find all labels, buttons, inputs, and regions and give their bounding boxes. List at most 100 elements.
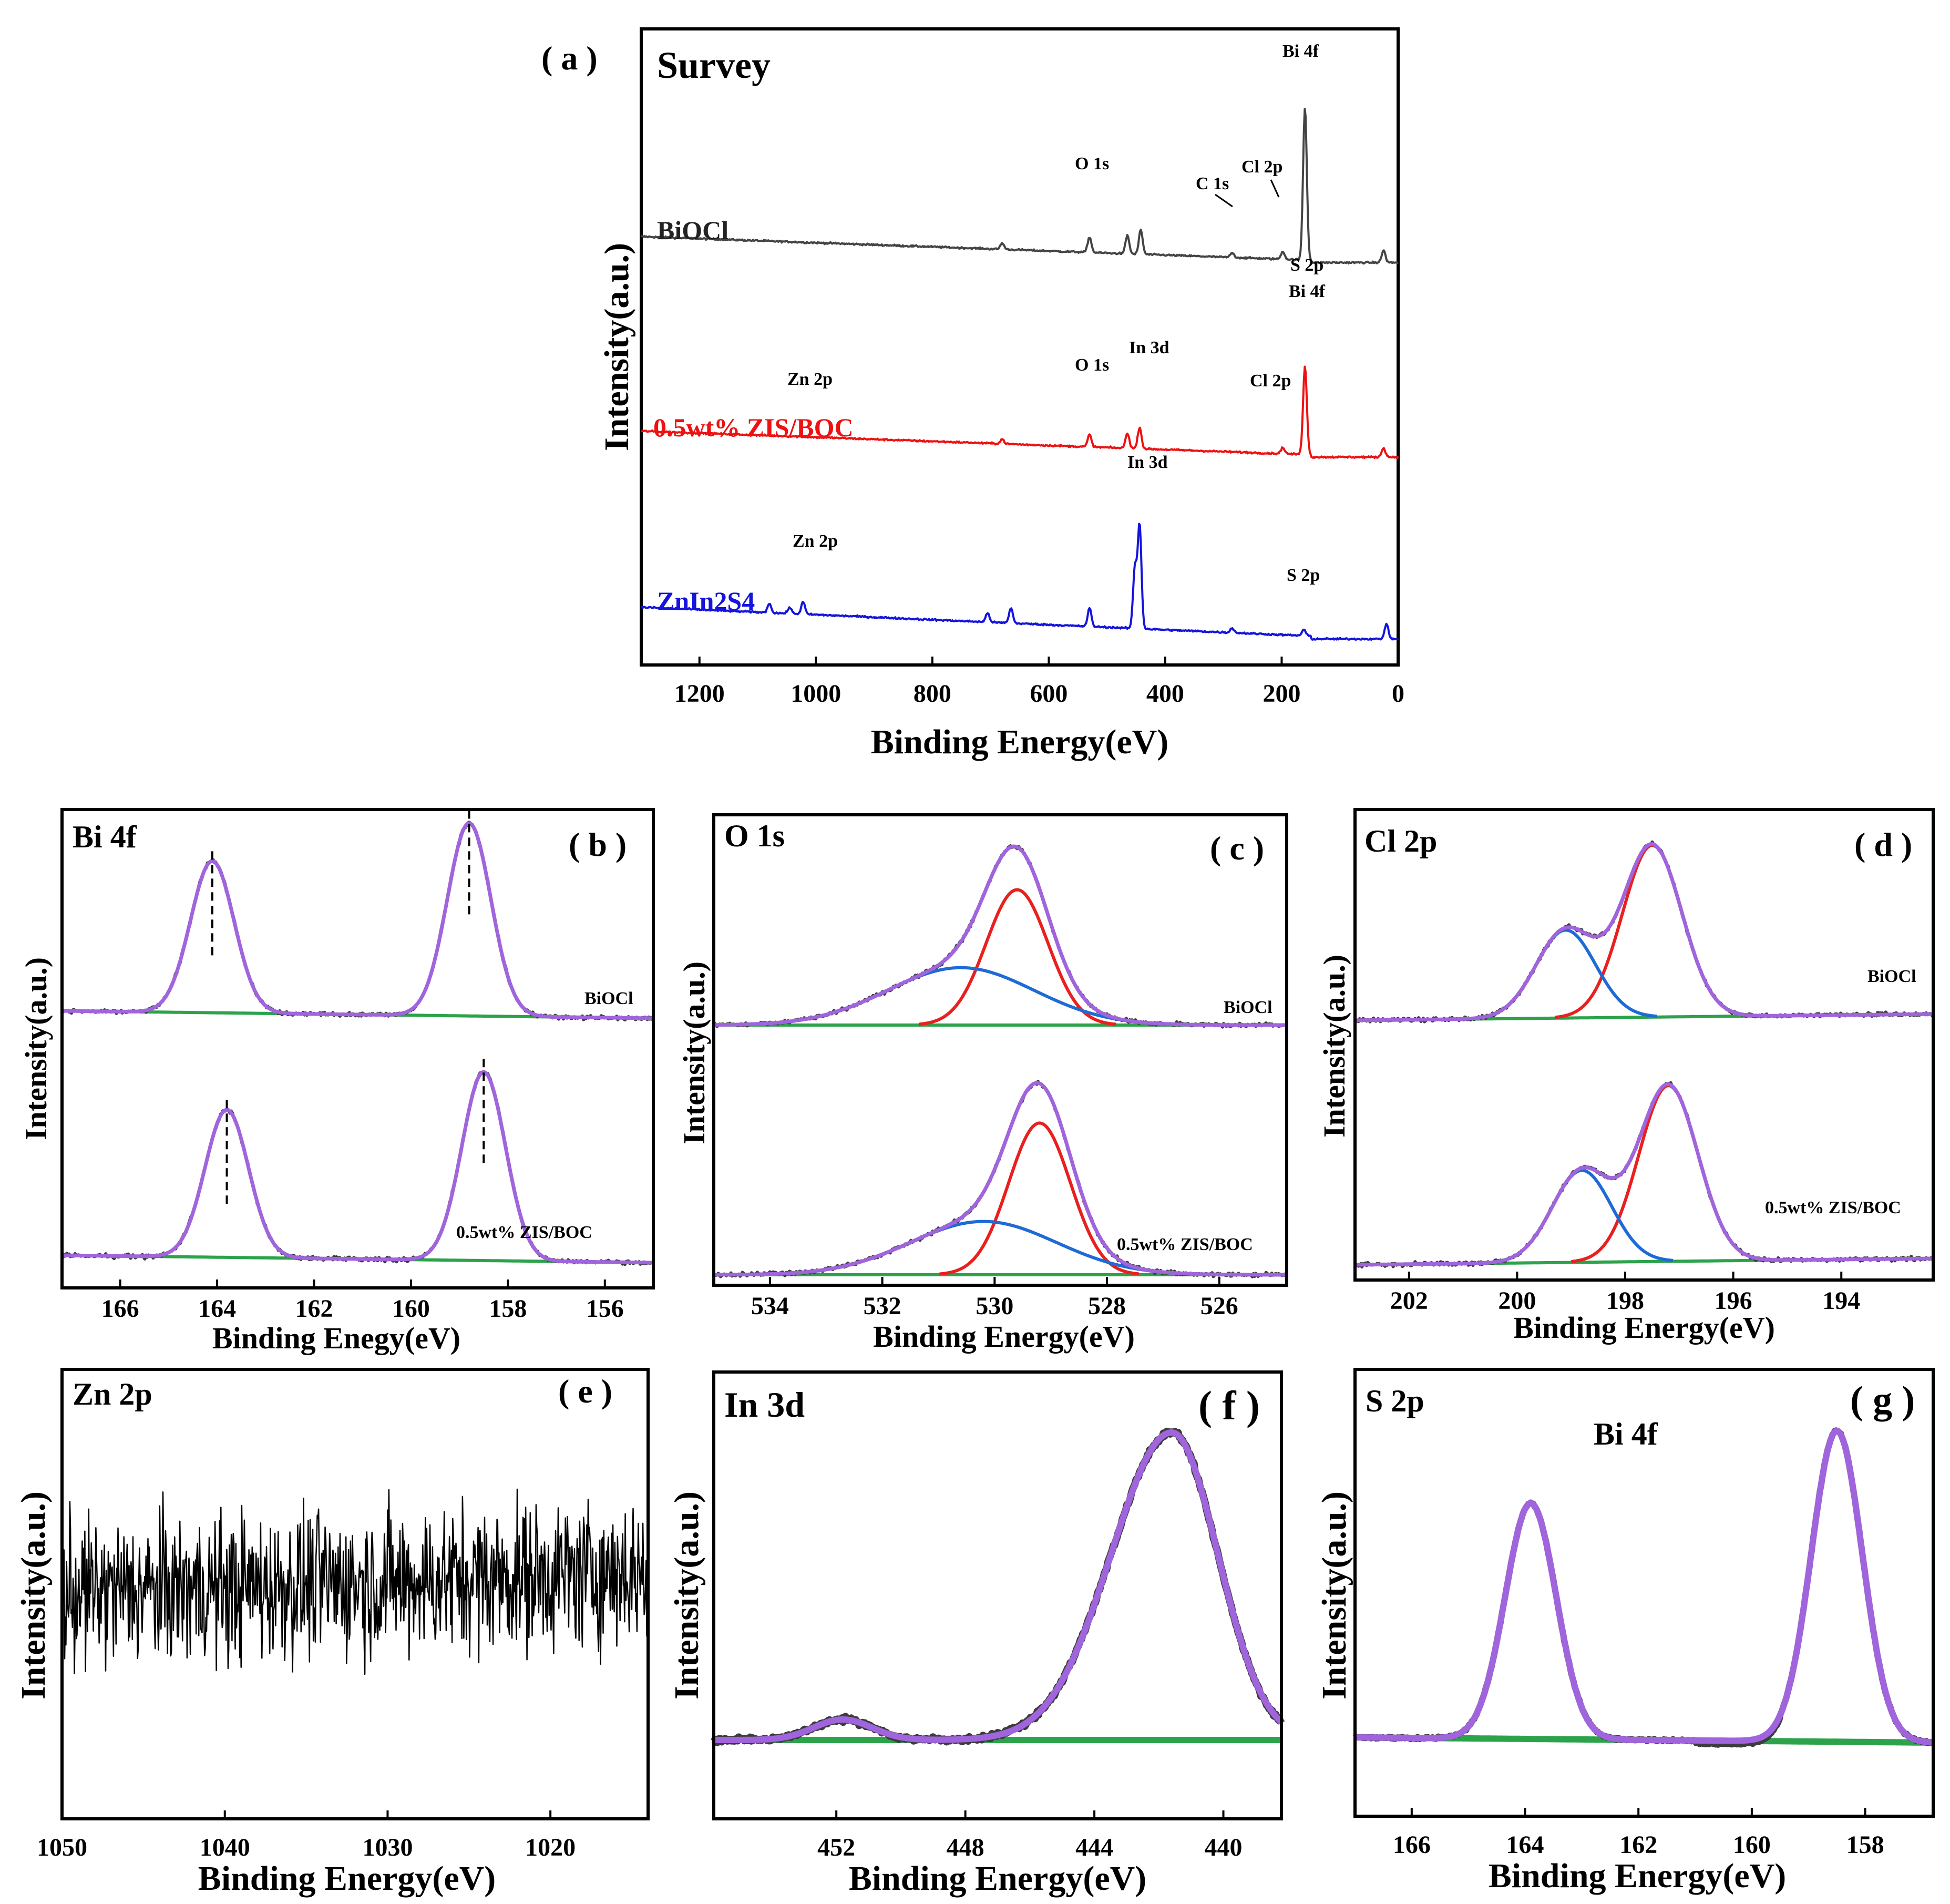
panel-b-xlabel: Binding Enegy(eV) (212, 1321, 460, 1355)
panel-d-ylabel: Intensity(a.u.) (1317, 955, 1351, 1138)
ann-bi4f-2: Bi 4f (1289, 282, 1326, 301)
panel-b-ylabel: Intensity(a.u.) (19, 957, 53, 1140)
panel-g-xticks: 166 164 162 160 158 (1393, 1808, 1884, 1859)
b-envelope-bioci (61, 821, 654, 1020)
ann-zn2p-3: Zn 2p (793, 531, 838, 551)
ann-arrows (1215, 179, 1280, 208)
xtick-label: 600 (1030, 680, 1068, 708)
panel-d-label: ( d ) (1854, 826, 1912, 863)
ann-s2p-2: S 2p (1290, 255, 1323, 275)
legend-znin2s4: ZnIn2S4 (657, 586, 755, 616)
b-raw-bioci (61, 821, 655, 1022)
ann-bi4f-1: Bi 4f (1282, 42, 1319, 61)
panel-d: 202 200 198 196 194 Cl 2p ( d ) BiOCl 0.5wt%… (1317, 808, 1935, 1345)
panel-f-xlabel: Binding Energy(eV) (849, 1859, 1147, 1898)
panel-b-xticks: 166 164 162 160 158 156 (101, 1279, 624, 1323)
f-envelope (712, 1429, 1284, 1743)
panel-c-xlabel: Binding Energy(eV) (873, 1319, 1135, 1354)
xtick-label: 444 (1075, 1834, 1113, 1861)
d-envelope-zis-boc (1354, 1082, 1934, 1267)
ann-cl2p-1: Cl 2p (1241, 157, 1282, 177)
xtick-label: 200 (1263, 680, 1300, 708)
panel-f: 452 448 444 440 In 3d ( f ) Binding Energy(… (668, 1370, 1285, 1898)
xtick-label: 1030 (362, 1834, 413, 1861)
ann-s2p-3: S 2p (1287, 566, 1320, 585)
xtick-label: 202 (1390, 1287, 1428, 1315)
panel-f-xticks: 452 448 444 440 (817, 1810, 1243, 1861)
panel-a-ylabel: Intensity(a.u.) (598, 243, 636, 451)
survey-line-bioci (641, 108, 1399, 265)
panel-e-xticks: 1050 1040 1030 1020 (37, 1810, 576, 1861)
c-envelope-zis-boc (713, 1081, 1288, 1277)
xtick-label: 158 (489, 1295, 527, 1323)
xtick-label: 160 (1733, 1831, 1771, 1859)
panel-d-title: Cl 2p (1364, 824, 1437, 858)
panel-b: 166 164 162 160 158 156 Bi 4f ( b ) BiOCl 0.5… (19, 808, 655, 1355)
panel-a-label: ( a ) (541, 39, 598, 77)
xtick-label: 200 (1498, 1287, 1536, 1315)
xtick-label: 160 (392, 1295, 430, 1323)
d-component-blue-bioci (1475, 928, 1657, 1020)
xtick-label: 196 (1715, 1287, 1752, 1315)
xtick-label: 1020 (525, 1834, 576, 1861)
d-series-zis-boc-label: 0.5wt% ZIS/BOC (1765, 1198, 1901, 1217)
xtick-label: 158 (1846, 1831, 1884, 1859)
panel-f-frame (712, 1370, 1283, 1820)
xtick-label: 440 (1205, 1834, 1243, 1861)
panel-c-label: ( c ) (1210, 830, 1264, 867)
survey-line-znin2s4 (641, 523, 1399, 641)
ann-zn2p-2: Zn 2p (787, 370, 833, 389)
d-raw-zis-boc (1353, 1081, 1934, 1269)
g-envelope (1353, 1427, 1935, 1746)
panel-c-xticks: 534 532 530 528 526 (751, 1277, 1238, 1320)
b-envelope-zis-boc (61, 1070, 654, 1265)
xtick-label: 448 (947, 1834, 984, 1861)
xtick-label: 530 (976, 1292, 1013, 1320)
xtick-label: 400 (1146, 680, 1184, 708)
c-component-red-zis-boc (939, 1121, 1140, 1276)
xtick-label: 534 (751, 1292, 789, 1320)
d-component-blue-zis-boc (1490, 1169, 1674, 1264)
panel-g-ylabel: Intensity(a.u.) (1315, 1491, 1353, 1700)
xtick-label: 164 (1506, 1831, 1544, 1859)
g-raw-data (1353, 1427, 1935, 1748)
xtick-label: 166 (101, 1295, 139, 1323)
xtick-label: 162 (1619, 1831, 1657, 1859)
panel-e-xlabel: Binding Energy(eV) (198, 1859, 496, 1898)
xtick-label: 1000 (791, 680, 841, 708)
panel-d-xticks: 202 200 198 196 194 (1390, 1272, 1860, 1315)
c-series-bioci-label: BiOCl (1224, 998, 1272, 1017)
panel-e: 1050 1040 1030 1020 Zn 2p ( e ) Binding Ene… (14, 1368, 650, 1898)
xtick-label: 162 (295, 1295, 333, 1323)
xtick-label: 194 (1822, 1287, 1860, 1315)
panel-g-title: S 2p (1366, 1384, 1424, 1418)
legend-bioci: BiOCl (657, 216, 728, 245)
xtick-label: 0 (1392, 680, 1404, 708)
panel-e-ylabel: Intensity(a.u.) (14, 1491, 53, 1700)
panel-e-label: ( e ) (558, 1373, 612, 1410)
panel-g-xlabel: Binding Energy(eV) (1489, 1857, 1787, 1895)
xtick-label: 156 (586, 1295, 624, 1323)
panel-a-frame (640, 27, 1400, 667)
panel-f-ylabel: Intensity(a.u.) (668, 1491, 706, 1700)
xtick-label: 198 (1606, 1287, 1644, 1315)
panel-c-title: O 1s (724, 818, 785, 853)
panel-d-frame (1353, 808, 1935, 1282)
panel-g-label: ( g ) (1850, 1379, 1915, 1422)
xtick-label: 528 (1088, 1292, 1126, 1320)
xtick-label: 164 (198, 1295, 236, 1323)
panel-a-xlabel: Binding Energy(eV) (871, 723, 1169, 761)
xtick-label: 1050 (37, 1834, 87, 1861)
xtick-label: 166 (1393, 1831, 1431, 1859)
c-series-zis-boc-label: 0.5wt% ZIS/BOC (1117, 1235, 1253, 1254)
ann-o1s-1: O 1s (1075, 154, 1109, 173)
panel-b-label: ( b ) (569, 826, 627, 863)
xtick-label: 1200 (674, 680, 725, 708)
panel-c-ylabel: Intensity(a.u.) (677, 961, 711, 1144)
ann-o1s-2: O 1s (1075, 355, 1109, 375)
panel-a: ( a ) Survey Binding Energy(eV) Intensit… (541, 27, 1404, 761)
b-series-bioci-label: BiOCl (584, 989, 633, 1008)
panel-b-frame (60, 808, 655, 1289)
panel-g-subtitle: Bi 4f (1594, 1417, 1658, 1451)
